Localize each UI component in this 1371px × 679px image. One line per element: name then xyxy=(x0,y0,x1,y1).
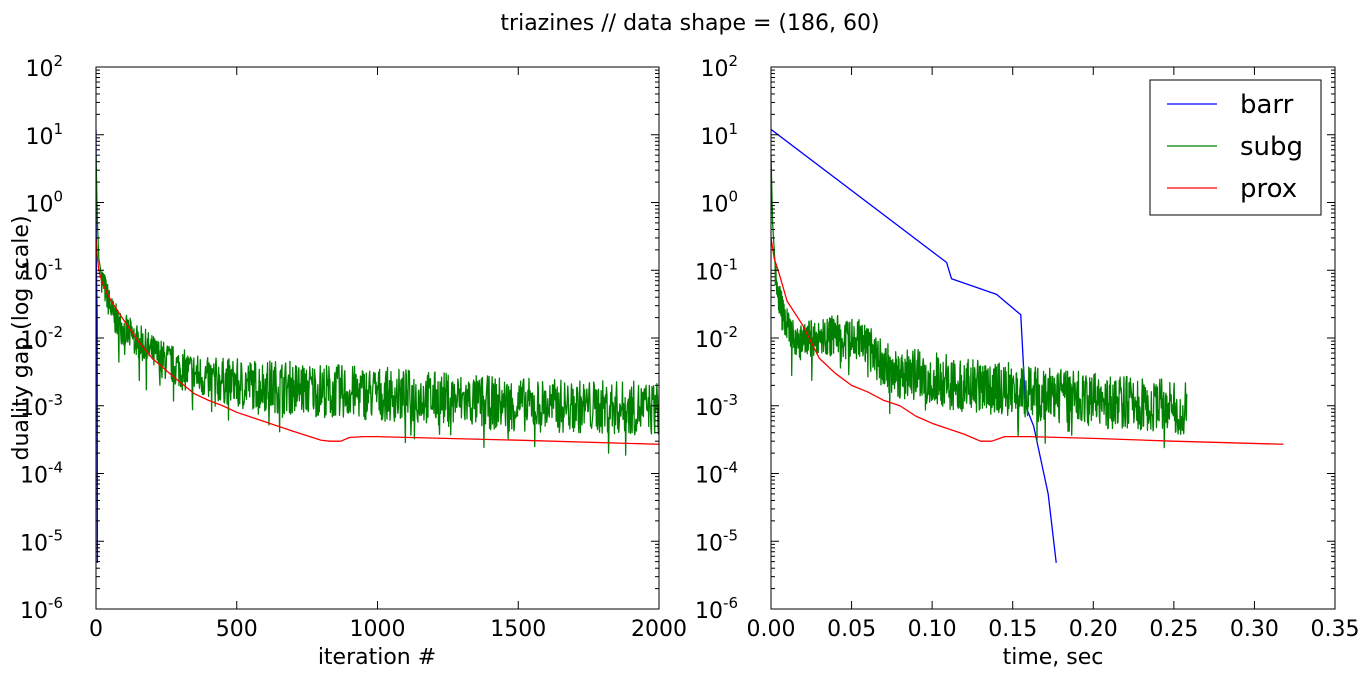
legend-label-barr: barr xyxy=(1240,90,1294,120)
left-y-tick-label: 10-2 xyxy=(20,323,63,353)
legend-box xyxy=(1149,79,1322,216)
right-x-tick-label: 0.35 xyxy=(1311,617,1360,642)
right-series-barr xyxy=(771,128,1057,563)
right-y-tick-label: 10-6 xyxy=(695,594,738,624)
left-y-tick-label: 102 xyxy=(25,52,63,82)
left-x-tick-label: 2000 xyxy=(631,617,687,642)
left-x-tick-label: 1500 xyxy=(490,617,546,642)
left-x-tick-label: 500 xyxy=(216,617,258,642)
right-series-subg xyxy=(771,155,1188,449)
left-y-tick-label: 10-6 xyxy=(20,594,63,624)
right-x-tick-label: 0.20 xyxy=(1069,617,1118,642)
right-x-tick-label: 0.25 xyxy=(1149,617,1198,642)
right-y-tick-label: 10-1 xyxy=(695,255,738,285)
left-series-subg xyxy=(96,155,659,456)
right-plot-clip xyxy=(771,128,1284,563)
right-y-tick-label: 10-5 xyxy=(695,526,738,556)
left-y-tick-label: 101 xyxy=(25,120,63,150)
right-x-axis-label: time, sec xyxy=(1003,645,1104,670)
left-x-axis-label: iteration # xyxy=(318,645,436,670)
right-plot-frame xyxy=(770,66,1336,610)
left-y-tick-label: 10-1 xyxy=(20,255,63,285)
figure-suptitle: triazines // data shape = (186, 60) xyxy=(500,11,879,36)
right-y-tick-label: 10-4 xyxy=(695,459,738,489)
right-x-tick-label: 0.05 xyxy=(827,617,876,642)
legend: barr subg prox xyxy=(1149,79,1322,216)
left-plot-frame xyxy=(95,66,660,610)
left-y-axis-label: duality gap (log scale) xyxy=(9,215,34,460)
right-x-tick-label: 0.15 xyxy=(988,617,1037,642)
right-x-tick-label: 0.00 xyxy=(747,617,796,642)
right-y-tick-label: 10-2 xyxy=(695,323,738,353)
right-y-tick-label: 10-3 xyxy=(695,391,738,421)
left-plot-area xyxy=(96,67,659,609)
right-panel: 0.00 0.05 0.10 0.15 0.20 0.25 0.30 0.35 10-6 10-5… xyxy=(695,52,1359,670)
right-y-tick-label: 100 xyxy=(700,188,738,218)
left-x-tick-label: 0 xyxy=(89,617,103,642)
left-panel: 0 500 1000 1500 2000 10-6 10-5 10-4 10-3 10-2 10-1… xyxy=(9,52,687,670)
right-series-prox xyxy=(771,237,1284,445)
left-y-tick-label: 100 xyxy=(25,188,63,218)
left-y-tick-label: 10-4 xyxy=(20,459,63,489)
right-y-tick-label: 102 xyxy=(700,52,738,82)
right-x-tick-label: 0.10 xyxy=(908,617,957,642)
left-y-tick-label: 10-3 xyxy=(20,391,63,421)
right-y-tick-label: 101 xyxy=(700,120,738,150)
left-tick-layer: 0 500 1000 1500 2000 10-6 10-5 10-4 10-3 10-2 10-1… xyxy=(20,52,687,642)
legend-label-prox: prox xyxy=(1240,174,1297,204)
right-series-layer xyxy=(771,128,1284,563)
left-y-tick-label: 10-5 xyxy=(20,526,63,556)
right-x-tick-label: 0.30 xyxy=(1230,617,1279,642)
legend-label-subg: subg xyxy=(1240,132,1303,162)
left-x-tick-label: 1000 xyxy=(350,617,406,642)
left-series-prox xyxy=(96,237,659,445)
